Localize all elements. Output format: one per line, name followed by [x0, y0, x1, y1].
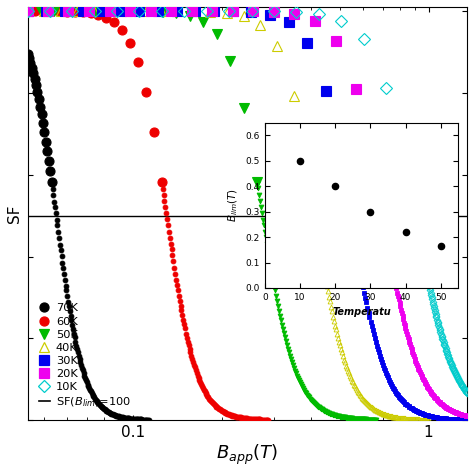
Legend: 70K, 60K, 50K, 40K, 30K, 20K, 10K, SF($B_{lim}$)=100: 70K, 60K, 50K, 40K, 30K, 20K, 10K, SF($B… — [37, 302, 132, 410]
X-axis label: $\mathit{B}_{app}$$\mathit{(T)}$: $\mathit{B}_{app}$$\mathit{(T)}$ — [216, 443, 278, 467]
Y-axis label: SF: SF — [7, 204, 22, 223]
